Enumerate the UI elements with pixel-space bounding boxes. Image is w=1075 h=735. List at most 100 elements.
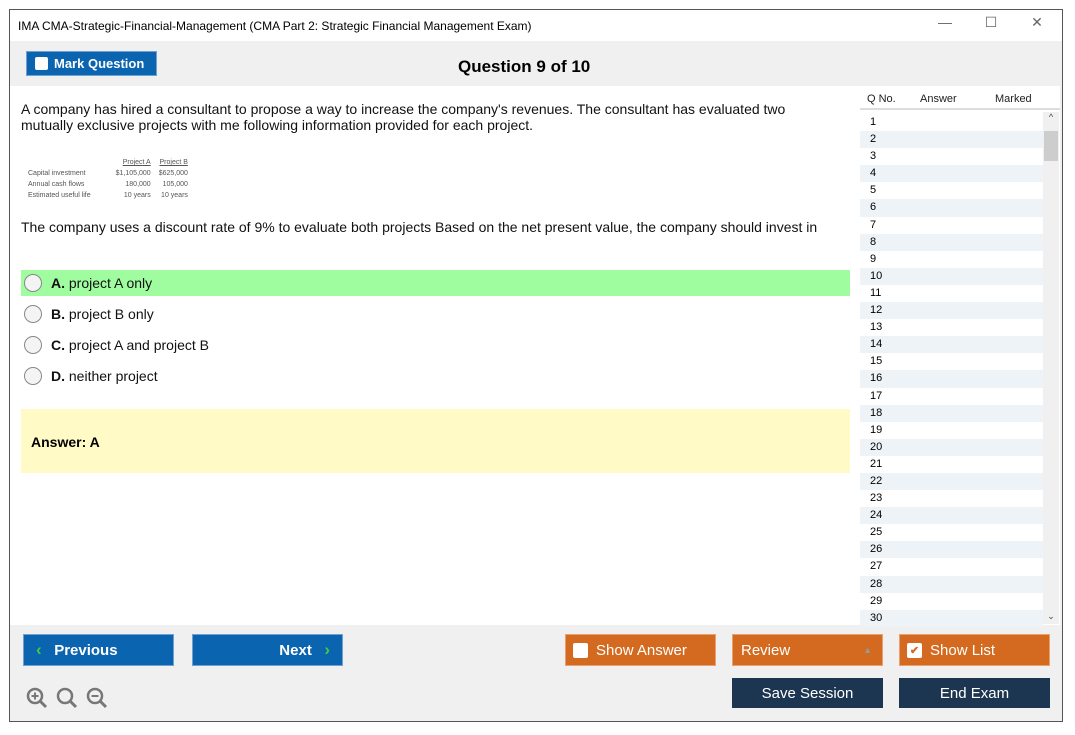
option-text: neither project bbox=[68, 368, 158, 384]
list-item[interactable]: 6 bbox=[860, 199, 1043, 217]
question-text: A company has hired a consultant to prop… bbox=[21, 101, 786, 133]
app-window: IMA CMA-Strategic-Financial-Management (… bbox=[9, 9, 1063, 722]
scrollbar[interactable]: ^ ⌄ bbox=[1043, 112, 1059, 624]
end-exam-button[interactable]: End Exam bbox=[899, 678, 1050, 708]
checkbox-checked-icon: ✔ bbox=[907, 642, 922, 658]
question-list: Q No. Answer Marked 1 2 3 4 5 6 7 8 9 10 11 12 13 14 1… bbox=[860, 86, 1060, 627]
option-letter: B. bbox=[51, 306, 65, 322]
mark-question-label: Mark Question bbox=[54, 56, 145, 71]
zoom-reset-icon[interactable] bbox=[56, 687, 78, 709]
list-item[interactable]: 11 bbox=[870, 286, 882, 299]
scroll-up-icon[interactable]: ^ bbox=[1048, 112, 1054, 122]
list-item[interactable]: 17 bbox=[870, 389, 883, 402]
list-header: Q No. Answer Marked bbox=[860, 86, 1060, 110]
cell: 105,000 bbox=[162, 181, 188, 188]
chevron-left-icon: ‹ bbox=[36, 640, 42, 659]
cell: $625,000 bbox=[158, 170, 188, 177]
list-item[interactable]: 24 bbox=[860, 507, 1043, 525]
scrollbar-thumb[interactable] bbox=[1044, 131, 1058, 161]
option-text: project A only bbox=[68, 275, 153, 291]
list-item[interactable]: 19 bbox=[870, 423, 883, 436]
list-item[interactable]: 9 bbox=[870, 252, 877, 265]
cell: Estimated useful life bbox=[28, 192, 91, 199]
save-session-button[interactable]: Save Session bbox=[732, 678, 883, 708]
list-item[interactable]: 30 bbox=[860, 609, 1043, 627]
cell: 10 years bbox=[123, 192, 151, 199]
list-item[interactable]: 28 bbox=[860, 575, 1043, 593]
list-item[interactable]: 2 bbox=[860, 131, 1043, 149]
list-item[interactable]: 4 bbox=[860, 165, 1043, 183]
option-text: project A and project B bbox=[68, 337, 209, 353]
mark-question-button[interactable]: Mark Question bbox=[26, 51, 157, 76]
next-button[interactable]: Next › bbox=[192, 634, 343, 666]
minimize-button[interactable]: — bbox=[938, 14, 952, 30]
list-item[interactable]: 29 bbox=[870, 594, 883, 607]
option-d[interactable]: D. neither project bbox=[21, 363, 850, 389]
col-answer[interactable]: Answer bbox=[920, 93, 957, 105]
list-item[interactable]: 26 bbox=[860, 541, 1043, 559]
answer-box: Answer: A bbox=[21, 409, 850, 473]
header-b: Project B bbox=[159, 159, 188, 166]
option-c[interactable]: C. project A and project B bbox=[21, 332, 850, 358]
list-item[interactable]: 1 bbox=[870, 116, 877, 128]
show-answer-label: Show Answer bbox=[596, 641, 687, 659]
review-dropdown[interactable]: Review ▲ bbox=[732, 634, 883, 666]
cell: Annual cash flows bbox=[28, 181, 85, 188]
show-list-button[interactable]: ✔ Show List bbox=[899, 634, 1050, 666]
next-label: Next bbox=[279, 641, 312, 659]
radio-icon[interactable] bbox=[24, 367, 42, 385]
show-list-label: Show List bbox=[930, 641, 996, 659]
project-table: Project A Project B Capital investment $1,… bbox=[26, 156, 193, 202]
list-rows: 1 2 3 4 5 6 7 8 9 10 11 12 13 14 15 16 17 18 19 20 21 22 23 24 2… bbox=[860, 110, 1060, 627]
zoom-out-icon[interactable] bbox=[86, 687, 108, 709]
list-item[interactable]: 20 bbox=[860, 438, 1043, 456]
checkbox-icon bbox=[573, 642, 588, 658]
scroll-down-icon[interactable]: ⌄ bbox=[1047, 611, 1055, 621]
close-button[interactable]: ✕ bbox=[1031, 14, 1043, 30]
option-b[interactable]: B. project B only bbox=[21, 301, 850, 327]
list-item[interactable]: 22 bbox=[860, 472, 1043, 491]
previous-label: Previous bbox=[54, 641, 118, 659]
chevron-right-icon: › bbox=[324, 640, 330, 659]
radio-icon[interactable] bbox=[24, 336, 42, 354]
radio-icon[interactable] bbox=[24, 305, 42, 323]
list-item[interactable]: 13 bbox=[870, 321, 883, 334]
cell: 180,000 bbox=[125, 181, 151, 188]
list-item[interactable]: 5 bbox=[870, 184, 877, 197]
title-bar: IMA CMA-Strategic-Financial-Management (… bbox=[10, 10, 1062, 41]
window-title: IMA CMA-Strategic-Financial-Management (… bbox=[18, 19, 532, 33]
list-item[interactable]: 18 bbox=[860, 404, 1043, 422]
list-item[interactable]: 14 bbox=[860, 336, 1043, 354]
list-item[interactable]: 21 bbox=[870, 457, 883, 470]
toolbar: Mark Question Question 9 of 10 bbox=[10, 41, 1062, 86]
list-item[interactable]: 12 bbox=[860, 302, 1043, 320]
previous-button[interactable]: ‹ Previous bbox=[23, 634, 174, 666]
question-title: Question 9 of 10 bbox=[458, 57, 591, 76]
maximize-button[interactable]: ☐ bbox=[984, 14, 998, 30]
col-marked[interactable]: Marked bbox=[995, 93, 1032, 105]
list-item[interactable]: 16 bbox=[860, 370, 1043, 388]
col-qno[interactable]: Q No. bbox=[867, 93, 896, 105]
option-a[interactable]: A. project A only bbox=[21, 270, 850, 296]
list-item[interactable]: 27 bbox=[870, 560, 883, 573]
cell: $1,105,000 bbox=[115, 170, 151, 177]
show-answer-button[interactable]: Show Answer bbox=[565, 634, 716, 666]
option-letter: D. bbox=[51, 368, 65, 384]
cell: Capital investment bbox=[28, 170, 86, 177]
checkbox-icon bbox=[35, 57, 48, 70]
radio-icon[interactable] bbox=[24, 274, 42, 292]
option-letter: C. bbox=[51, 337, 65, 353]
caret-up-icon: ▲ bbox=[863, 645, 872, 655]
list-item[interactable]: 23 bbox=[870, 492, 883, 505]
list-item[interactable]: 7 bbox=[870, 218, 877, 231]
list-item[interactable]: 10 bbox=[860, 267, 1043, 285]
list-item[interactable]: 15 bbox=[870, 355, 883, 368]
cell: 10 years bbox=[161, 192, 188, 199]
list-item[interactable]: 25 bbox=[870, 526, 883, 539]
list-item[interactable]: 3 bbox=[870, 150, 877, 163]
list-item[interactable]: 8 bbox=[860, 233, 1043, 251]
question-prompt: The company uses a discount rate of 9% t… bbox=[21, 219, 818, 235]
zoom-in-icon[interactable] bbox=[26, 687, 48, 709]
option-letter: A. bbox=[51, 275, 65, 291]
option-text: project B only bbox=[68, 306, 154, 322]
